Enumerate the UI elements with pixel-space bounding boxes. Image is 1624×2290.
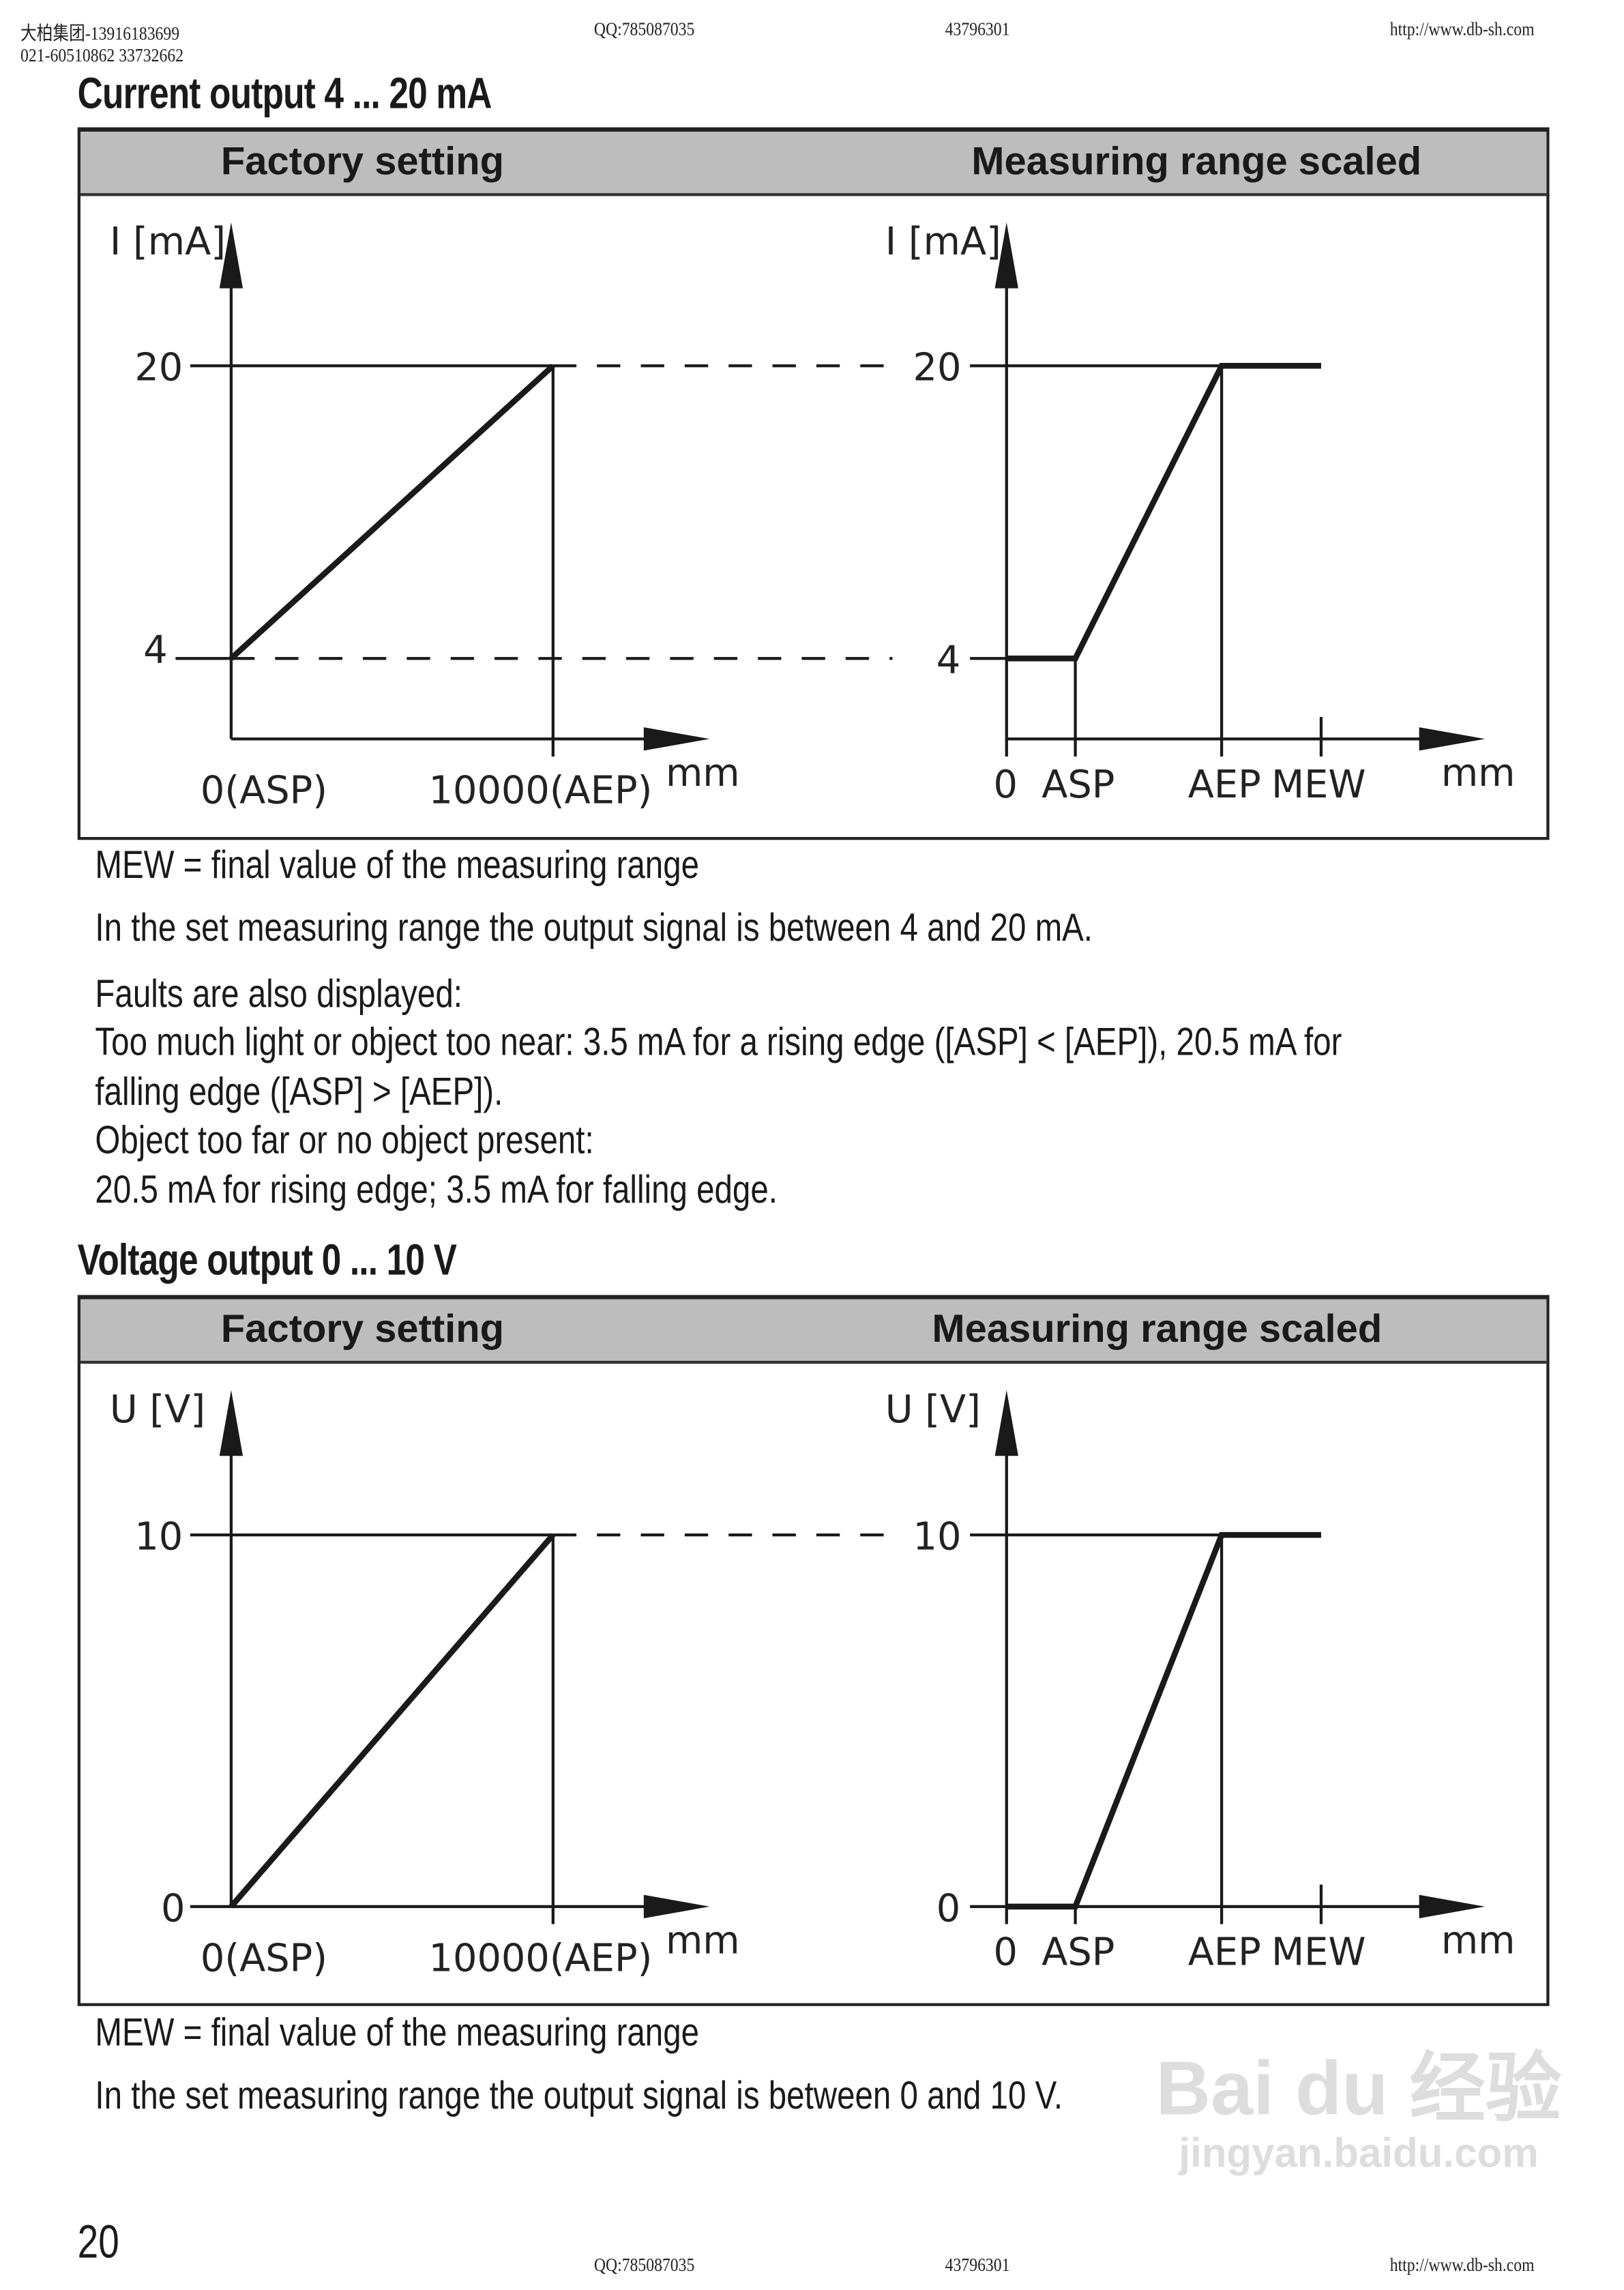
- note-line: Too much light or object too near: 3.5 m…: [95, 1020, 1342, 1064]
- mew-label: MEW: [1271, 1931, 1366, 1975]
- band-factory-setting: Factory setting: [220, 138, 505, 184]
- aep-label: AEP: [1188, 1931, 1261, 1975]
- note-line: falling edge ([ASP] > [AEP]).: [95, 1069, 503, 1114]
- x-unit-label: mm: [1441, 751, 1516, 795]
- x-axis-arrow-icon: [643, 727, 710, 751]
- footer-number: 43796301: [945, 2253, 1010, 2276]
- y-high-label: 20: [913, 346, 961, 390]
- y-axis-arrow-icon: [994, 222, 1018, 289]
- x-zero-label: 0: [993, 763, 1017, 807]
- y-low-label: 0: [936, 1886, 960, 1931]
- y-high-label: 20: [134, 346, 183, 390]
- x-axis-arrow-icon: [643, 1894, 710, 1919]
- y-axis-arrow-icon: [219, 222, 243, 289]
- header-number: 43796301: [945, 17, 1010, 40]
- mew-label: MEW: [1271, 763, 1366, 807]
- header-phones: 021-60510862 33732662: [20, 44, 184, 66]
- note-line: Object too far or no object present:: [95, 1117, 594, 1162]
- diagram-svg: U [V]1000(ASP) 10000(AEP) mmU [V]1000 ASP AE…: [110, 1388, 1516, 1980]
- diagram-svg: I [mA] 20 4 0(ASP) 10000(AEP) mm I [mA] 20 4 0 ASP…: [110, 220, 1516, 813]
- page-number: 20: [77, 2215, 119, 2268]
- current-output-diagram: Factory setting Measuring range scaled I…: [77, 127, 1550, 840]
- header-qq: QQ:785087035: [593, 17, 695, 40]
- x-zero-label: 0: [993, 1931, 1017, 1975]
- note-line: MEW = final value of the measuring range: [95, 842, 700, 887]
- y-axis-label: U [V]: [110, 1388, 205, 1432]
- y-axis-arrow-icon: [219, 1390, 243, 1456]
- note-line: 20.5 mA for rising edge; 3.5 mA for fall…: [95, 1167, 778, 1212]
- output-curve: [1006, 1531, 1321, 1910]
- note-line: MEW = final value of the measuring range: [95, 2010, 700, 2055]
- diagram-header-band: Factory setting Measuring range scaled: [80, 1299, 1547, 1364]
- x-start-label: 0(ASP): [201, 769, 327, 813]
- footer-url[interactable]: http://www.db-sh.com: [1389, 2253, 1535, 2276]
- y-low-label: 4: [143, 628, 167, 673]
- diagram-header-band: Factory setting Measuring range scaled: [80, 132, 1547, 196]
- output-curve: [228, 1533, 556, 1909]
- aep-label: AEP: [1188, 763, 1261, 807]
- y-axis-label: I [mA]: [885, 220, 1001, 264]
- footer-qq: QQ:785087035: [593, 2253, 695, 2276]
- x-axis-arrow-icon: [1419, 1894, 1486, 1919]
- y-low-label: 4: [936, 638, 960, 683]
- voltage-output-diagram: Factory setting Measuring range scaled U…: [77, 1295, 1550, 2006]
- current-output-title: Current output 4 ... 20 mA: [77, 70, 492, 119]
- band-factory-setting: Factory setting: [220, 1306, 505, 1351]
- baidu-watermark: Bai du 经验 jingyan.baidu.com: [1155, 2046, 1562, 2177]
- voltage-output-title: Voltage output 0 ... 10 V: [77, 1236, 457, 1285]
- y-low-label: 0: [161, 1886, 185, 1931]
- x-unit-label: mm: [666, 1919, 740, 1963]
- y-high-label: 10: [913, 1515, 961, 1559]
- output-curve: [229, 364, 555, 661]
- asp-label: ASP: [1042, 763, 1114, 807]
- y-high-label: 10: [134, 1515, 183, 1559]
- output-curve: [1006, 362, 1321, 662]
- x-start-label: 0(ASP): [201, 1936, 327, 1980]
- y-axis-arrow-icon: [994, 1390, 1018, 1456]
- x-unit-label: mm: [666, 751, 740, 795]
- band-measuring-range-scaled: Measuring range scaled: [932, 1306, 1383, 1351]
- y-axis-label: U [V]: [885, 1388, 981, 1432]
- x-end-label: 10000(AEP): [428, 1936, 652, 1980]
- note-line: Faults are also displayed:: [95, 971, 462, 1016]
- note-line: In the set measuring range the output si…: [95, 2073, 1063, 2117]
- note-line: In the set measuring range the output si…: [95, 905, 1093, 950]
- asp-label: ASP: [1042, 1931, 1114, 1975]
- x-axis-arrow-icon: [1419, 727, 1486, 751]
- x-end-label: 10000(AEP): [428, 769, 652, 813]
- band-measuring-range-scaled: Measuring range scaled: [971, 138, 1422, 184]
- x-unit-label: mm: [1441, 1919, 1516, 1963]
- header-url[interactable]: http://www.db-sh.com: [1389, 17, 1535, 40]
- y-axis-label: I [mA]: [110, 220, 226, 264]
- header-company: 大柏集团-13916183699: [20, 22, 180, 44]
